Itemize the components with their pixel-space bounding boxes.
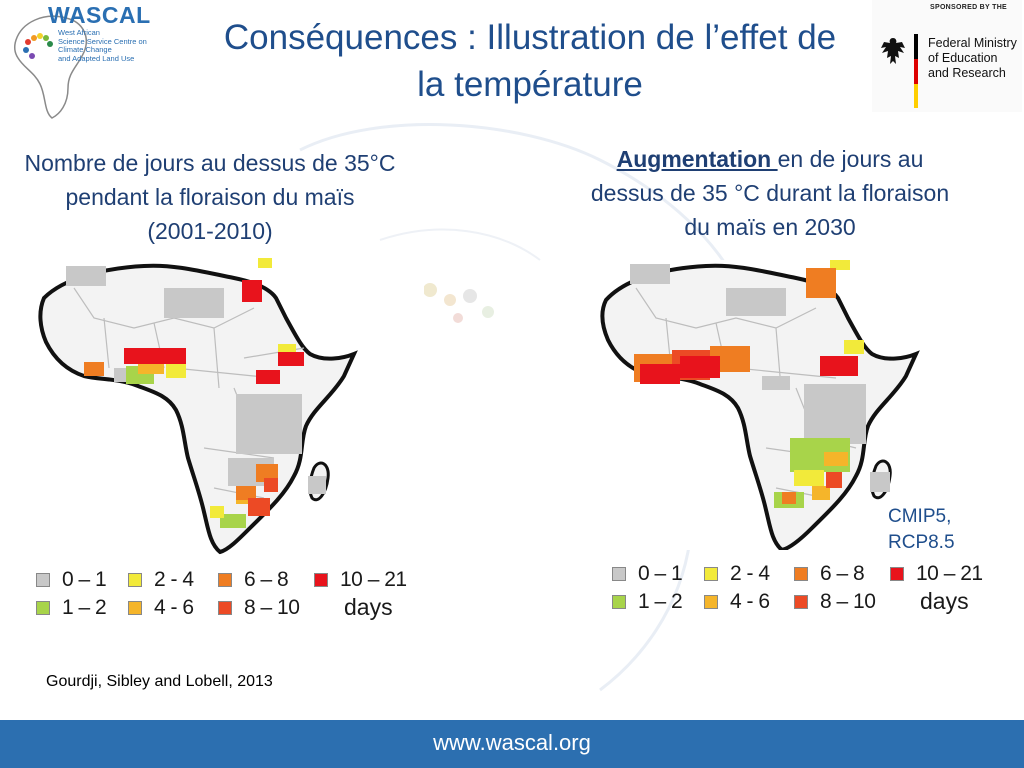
sponsor-label: SPONSORED BY THE <box>930 4 1008 11</box>
ministry-line: of Education <box>928 51 998 65</box>
subtitle-text: en de jours au <box>777 146 924 172</box>
legend-swatch <box>794 567 808 581</box>
legend-swatch <box>36 573 50 587</box>
legend-unit: days <box>344 594 393 620</box>
note-line: RCP8.5 <box>888 532 955 553</box>
legend-label: 0 – 1 <box>62 568 107 591</box>
wascal-logo <box>4 0 176 120</box>
left-map-subtitle: Nombre de jours au dessus de 35°C pendan… <box>0 146 420 248</box>
footer-url-link[interactable]: www.wascal.org <box>433 730 591 755</box>
subtitle-line: (2001-2010) <box>147 218 273 244</box>
legend-item: 8 – 10 <box>218 596 300 620</box>
legend-swatch <box>128 601 142 615</box>
legend-swatch <box>218 601 232 615</box>
legend-label: 1 – 2 <box>638 590 683 613</box>
federal-eagle-icon <box>881 38 905 64</box>
legend-swatch <box>612 595 626 609</box>
legend-item: 10 – 21 <box>890 562 983 586</box>
source-citation: Gourdji, Sibley and Lobell, 2013 <box>46 673 273 690</box>
values-10-21 <box>124 280 304 384</box>
wascal-subtitle: West African Science Service Centre on C… <box>58 28 188 63</box>
legend-swatch <box>314 573 328 587</box>
map-svg <box>14 258 424 558</box>
legend-label: 10 – 21 <box>916 562 983 585</box>
legend-swatch <box>36 601 50 615</box>
legend-label: 4 - 6 <box>730 590 770 613</box>
left-legend: 0 – 1 1 – 2 2 - 4 4 - 6 6 – 8 8 – 10 10 … <box>36 566 416 626</box>
legend-swatch <box>794 595 808 609</box>
german-flag-stripe <box>914 34 918 108</box>
title-line: Conséquences : Illustration de l’effet d… <box>223 18 837 57</box>
left-africa-map <box>14 258 424 558</box>
legend-item: 6 – 8 <box>794 562 865 586</box>
ministry-line: and Research <box>928 66 1006 80</box>
legend-item: 0 – 1 <box>36 568 107 592</box>
wascal-name: WASCAL <box>48 2 151 28</box>
legend-item: 8 – 10 <box>794 590 876 614</box>
legend-swatch <box>128 573 142 587</box>
legend-item: 4 - 6 <box>128 596 194 620</box>
legend-label: 2 - 4 <box>154 568 194 591</box>
legend-label: 8 – 10 <box>820 590 876 613</box>
subtitle-line: pendant la floraison du maïs <box>65 184 355 210</box>
legend-item: 6 – 8 <box>218 568 289 592</box>
legend-label: 8 – 10 <box>244 596 300 619</box>
wascal-sub-line: Science Service Centre on <box>58 36 147 46</box>
legend-unit: days <box>920 588 969 614</box>
legend-label: 0 – 1 <box>638 562 683 585</box>
legend-swatch <box>218 573 232 587</box>
legend-swatch <box>704 567 718 581</box>
legend-item: 0 – 1 <box>612 562 683 586</box>
map-svg <box>594 260 988 553</box>
subtitle-emphasis: Augmentation <box>616 146 778 172</box>
right-legend: 0 – 1 1 – 2 2 - 4 4 - 6 6 – 8 8 – 10 10 … <box>612 560 992 620</box>
note-line: CMIP5, <box>888 506 952 527</box>
legend-swatch <box>704 595 718 609</box>
title-line: la température <box>417 65 643 104</box>
right-map-subtitle: Augmentation en de jours au dessus de 35… <box>560 142 980 244</box>
legend-item: 10 – 21 <box>314 568 407 592</box>
legend-label: 2 - 4 <box>730 562 770 585</box>
wascal-sub-line: and Adapted Land Use <box>58 53 135 63</box>
values-0-1 <box>630 264 890 492</box>
legend-item: 1 – 2 <box>36 596 107 620</box>
africa-outline-icon <box>13 15 87 119</box>
subtitle-line: dessus de 35 °C durant la floraison <box>590 180 950 206</box>
right-africa-map <box>594 260 988 553</box>
legend-item: 1 – 2 <box>612 590 683 614</box>
legend-label: 1 – 2 <box>62 596 107 619</box>
legend-item: 2 - 4 <box>128 568 194 592</box>
wascal-sub-line: West African <box>58 28 100 37</box>
legend-swatch <box>890 567 904 581</box>
ministry-name: Federal Ministry of Education and Resear… <box>928 36 1017 81</box>
values-10-21 <box>640 356 858 384</box>
values-2-4 <box>794 260 864 486</box>
values-4-6 <box>812 452 848 500</box>
legend-label: 6 – 8 <box>820 562 865 585</box>
scenario-note: CMIP5, RCP8.5 <box>888 504 955 556</box>
values-6-8 <box>84 362 278 500</box>
legend-label: 10 – 21 <box>340 568 407 591</box>
legend-swatch <box>612 567 626 581</box>
legend-label: 6 – 8 <box>244 568 289 591</box>
values-8-10 <box>248 478 278 516</box>
page-title: Conséquences : Illustration de l’effet d… <box>190 14 870 108</box>
subtitle-line: du maïs en 2030 <box>684 214 856 240</box>
legend-item: 2 - 4 <box>704 562 770 586</box>
footer-bar <box>0 720 1024 768</box>
subtitle-line: Nombre de jours au dessus de 35°C <box>24 150 396 176</box>
subtitle-line: Augmentation en de jours au <box>560 142 980 176</box>
legend-label: 4 - 6 <box>154 596 194 619</box>
wascal-sub-line: Climate Change <box>58 45 112 54</box>
legend-item: 4 - 6 <box>704 590 770 614</box>
ministry-line: Federal Ministry <box>928 36 1017 50</box>
